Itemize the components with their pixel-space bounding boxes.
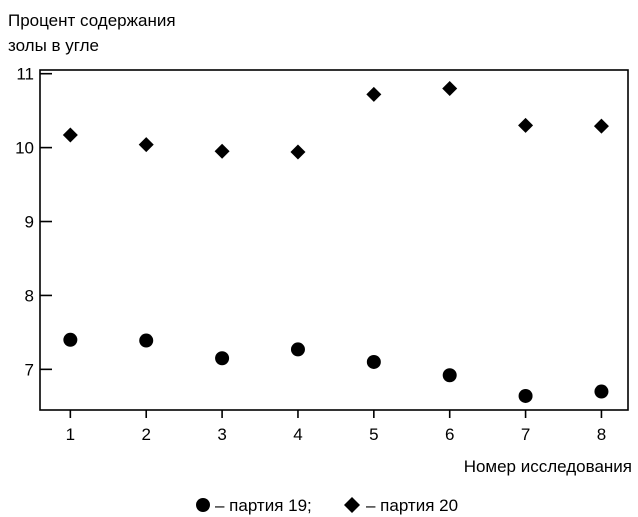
point-series-1 (63, 332, 78, 347)
x-tick-label: 2 (141, 425, 150, 444)
y-axis-label-line-2: золы в угле (8, 36, 99, 55)
x-axis-ticks: 1 2 3 4 5 6 7 8 (66, 410, 606, 444)
y-axis-label-line-1: Процент содержания (8, 11, 176, 30)
point-series-1 (139, 333, 154, 348)
point-series-2 (138, 137, 154, 153)
point-series-2 (442, 80, 458, 96)
x-tick-label: 1 (66, 425, 75, 444)
y-tick-label: 11 (16, 65, 34, 84)
point-series-1 (366, 354, 381, 369)
point-series-2 (214, 143, 230, 159)
legend: – партия 19; – партия 20 (196, 496, 458, 515)
x-axis-label: Номер исследования (464, 457, 632, 476)
legend-label-series-2: – партия 20 (366, 496, 458, 515)
y-tick-label: 9 (25, 213, 34, 232)
x-tick-label: 5 (369, 425, 378, 444)
point-series-1 (290, 342, 305, 357)
y-tick-label: 7 (25, 360, 34, 379)
point-series-1 (518, 388, 533, 403)
plot-area-frame (39, 69, 629, 411)
x-tick-label: 6 (445, 425, 454, 444)
point-series-2 (366, 86, 382, 102)
data-points (62, 80, 609, 403)
x-tick-label: 7 (521, 425, 530, 444)
y-axis-ticks: 7 8 9 10 11 (15, 65, 52, 379)
point-series-2 (62, 127, 78, 143)
x-tick-label: 3 (217, 425, 226, 444)
legend-label-series-1: – партия 19; (215, 496, 312, 515)
point-series-1 (215, 351, 230, 366)
x-tick-label: 8 (597, 425, 606, 444)
point-series-2 (290, 144, 306, 160)
point-series-2 (593, 118, 609, 134)
x-tick-label: 4 (293, 425, 302, 444)
y-tick-label: 10 (15, 139, 34, 158)
y-tick-label: 8 (25, 286, 34, 305)
legend-marker-series-2 (344, 497, 360, 513)
legend-marker-series-1 (196, 498, 210, 512)
point-series-1 (594, 384, 609, 399)
point-series-2 (518, 117, 534, 133)
point-series-1 (442, 368, 457, 383)
